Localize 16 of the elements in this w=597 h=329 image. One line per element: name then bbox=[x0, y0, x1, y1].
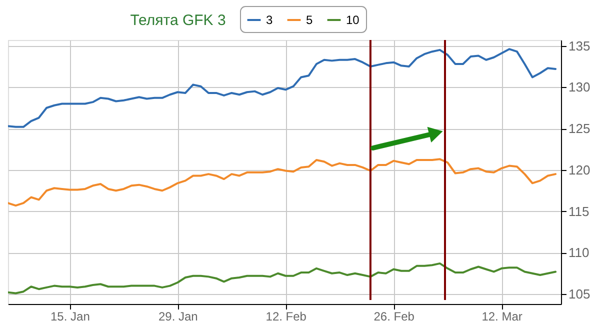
legend-label: 10 bbox=[346, 13, 360, 27]
x-tick-label: 29. Jan bbox=[158, 310, 198, 324]
y-tick-label: 135 bbox=[568, 38, 590, 54]
x-tick-label: 12. Mar bbox=[482, 310, 522, 324]
y-tick-label: 110 bbox=[568, 245, 590, 260]
chart-title: Телята GFK 3 bbox=[130, 12, 226, 29]
y-tick-label: 115 bbox=[568, 204, 590, 219]
y-tick-label: 130 bbox=[568, 80, 590, 95]
x-tick-label: 12. Feb bbox=[266, 310, 307, 324]
x-tick-label: 26. Feb bbox=[374, 310, 415, 324]
y-tick-label: 120 bbox=[568, 162, 590, 178]
y-tick-label: 105 bbox=[568, 286, 590, 302]
legend-label: 3 bbox=[266, 13, 273, 27]
x-tick-label: 15. Jan bbox=[50, 310, 90, 324]
y-tick-label: 125 bbox=[568, 121, 590, 136]
legend-label: 5 bbox=[306, 13, 313, 27]
